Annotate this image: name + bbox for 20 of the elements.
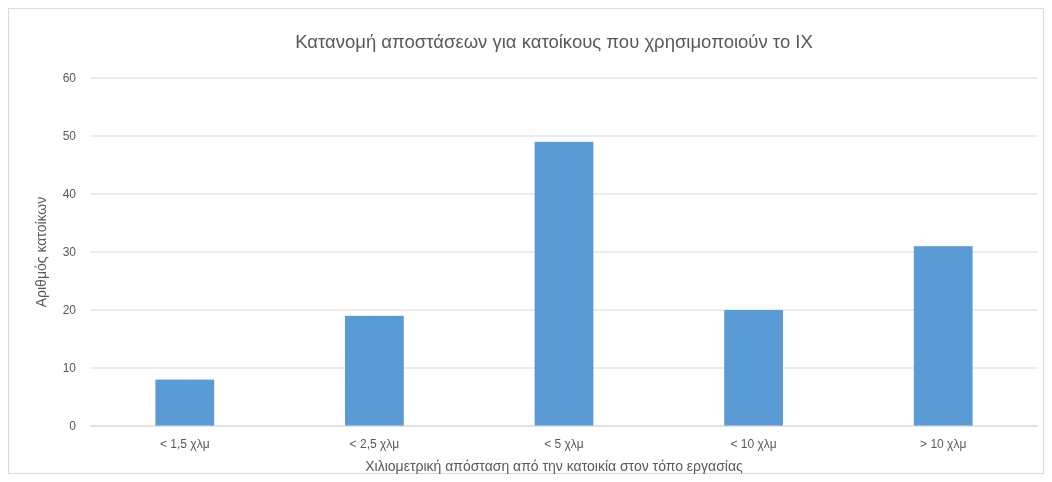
bar: [913, 246, 973, 426]
y-tick-label: 20: [62, 303, 77, 318]
chart-title: Κατανομή αποστάσεων για κατοίκους που χρησιμοποιούν το ΙΧ: [295, 31, 813, 52]
bar: [155, 379, 215, 426]
x-tick-label: < 2,5 χλμ: [349, 437, 400, 451]
x-tick-label: > 10 χλμ: [920, 437, 967, 451]
x-axis-title: Χιλιομετρική απόσταση από την κατοικία στον τόπο εργασίας: [365, 458, 744, 474]
bar: [724, 310, 783, 426]
y-tick-label: 50: [62, 129, 77, 144]
bar: [345, 315, 404, 426]
bar: [534, 141, 594, 426]
y-tick-label: 30: [62, 245, 77, 260]
y-tick-label: 40: [62, 187, 77, 202]
y-tick-label: 10: [62, 361, 77, 376]
y-tick-label: 0: [69, 419, 77, 434]
y-tick-label: 60: [62, 71, 77, 86]
x-tick-label: < 5 χλμ: [544, 437, 584, 451]
x-tick-label: < 10 χλμ: [730, 437, 777, 451]
x-tick-label: < 1,5 χλμ: [160, 437, 210, 451]
y-axis-title: Αριθμός κατοίκων: [33, 196, 49, 308]
